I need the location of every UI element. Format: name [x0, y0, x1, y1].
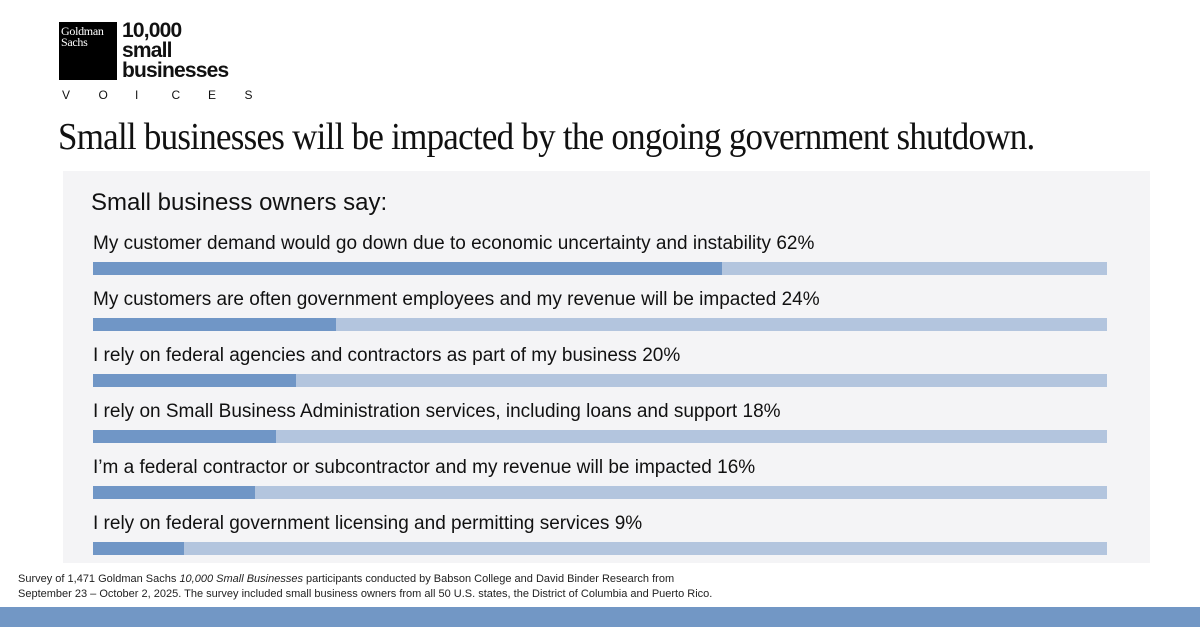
value-label: 18% — [742, 401, 781, 422]
category-label: My customers are often government employ… — [93, 289, 777, 310]
category-label: I rely on federal agencies and contracto… — [93, 345, 637, 366]
bar-row: My customers are often government employ… — [93, 289, 1107, 331]
bar-fill — [93, 374, 296, 387]
bar-track — [93, 374, 1107, 387]
category-label: I’m a federal contractor or subcontracto… — [93, 457, 712, 478]
bar-label: I rely on federal government licensing a… — [93, 513, 1107, 535]
category-label: I rely on federal government licensing a… — [93, 513, 610, 534]
category-label: My customer demand would go down due to … — [93, 233, 772, 254]
bar-label: I’m a federal contractor or subcontracto… — [93, 457, 1107, 479]
value-label: 24% — [781, 289, 820, 310]
bar-row: I’m a federal contractor or subcontracto… — [93, 457, 1107, 499]
bar-row: I rely on Small Business Administration … — [93, 401, 1107, 443]
bar-label: My customers are often government employ… — [93, 289, 1107, 311]
bar-label: I rely on Small Business Administration … — [93, 401, 1107, 423]
bar-track — [93, 430, 1107, 443]
bar-row: My customer demand would go down due to … — [93, 233, 1107, 275]
goldman-sachs-logo: Goldman Sachs — [59, 22, 117, 80]
bar-fill — [93, 542, 185, 555]
program-logo: 10,000 small businesses — [122, 19, 229, 82]
footnote-line2: September 23 – October 2, 2025. The surv… — [18, 587, 713, 600]
value-label: 9% — [614, 513, 643, 534]
bar-fill — [93, 486, 256, 499]
page-title: Small businesses will be impacted by the… — [58, 116, 1035, 158]
footnote: Survey of 1,471 Goldman Sachs 10,000 Sma… — [18, 572, 712, 601]
category-label: I rely on Small Business Administration … — [93, 401, 738, 422]
footnote-post: participants conducted by Babson College… — [302, 573, 675, 585]
bar-track — [93, 262, 1107, 275]
bottom-band — [0, 607, 1200, 627]
bar-label: I rely on federal agencies and contracto… — [93, 345, 1107, 367]
footnote-pre: Survey of 1,471 Goldman Sachs — [18, 573, 180, 585]
bar-fill — [93, 318, 337, 331]
bar-row: I rely on federal agencies and contracto… — [93, 345, 1107, 387]
footnote-italic: 10,000 Small Businesses — [179, 573, 303, 585]
value-label: 16% — [717, 457, 756, 478]
value-label: 62% — [776, 233, 815, 254]
bar-track — [93, 318, 1107, 331]
bar-row: I rely on federal government licensing a… — [93, 513, 1107, 555]
bar-track — [93, 542, 1107, 555]
chart-panel: Small business owners say: My customer d… — [63, 171, 1150, 563]
bar-label: My customer demand would go down due to … — [93, 233, 1107, 255]
bar-fill — [93, 262, 722, 275]
value-label: 20% — [642, 345, 681, 366]
bar-track — [93, 486, 1107, 499]
bar-fill — [93, 430, 276, 443]
chart-subtitle: Small business owners say: — [91, 189, 388, 216]
